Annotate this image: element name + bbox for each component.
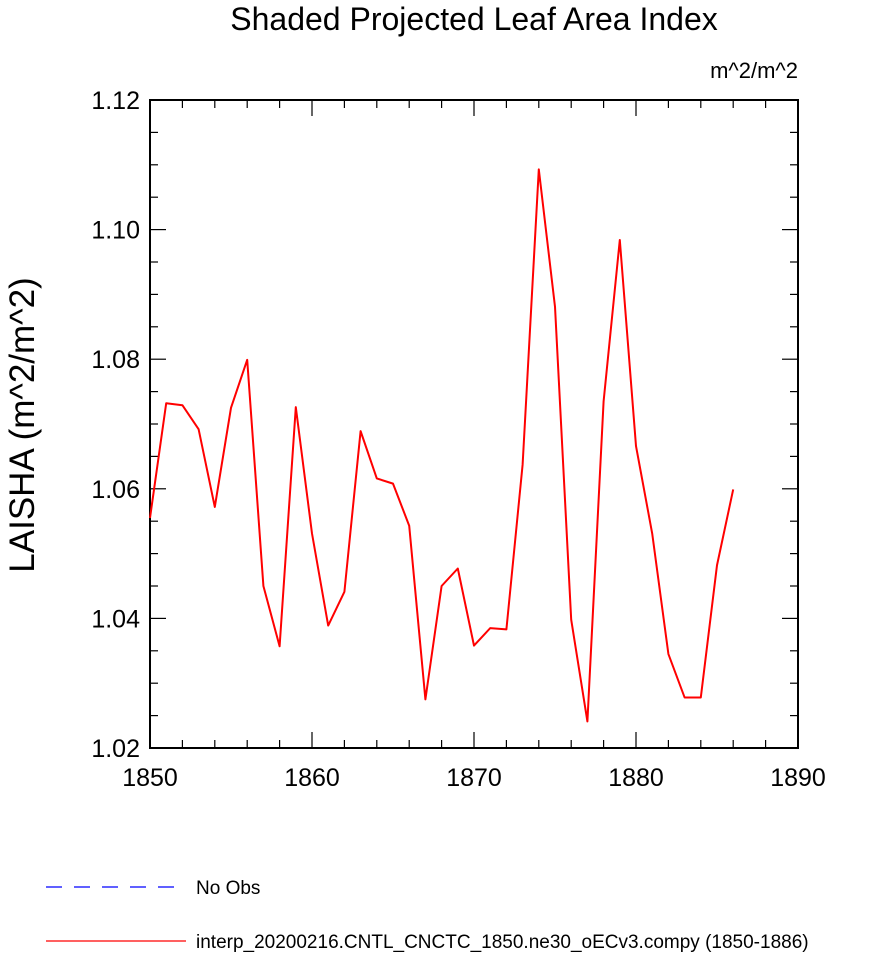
x-tick-label: 1860 (284, 764, 340, 792)
x-tick-label: 1850 (122, 764, 178, 792)
legend-item-model: interp_20200216.CNTL_CNCTC_1850.ne30_oEC… (46, 932, 809, 953)
chart-title: Shaded Projected Leaf Area Index (230, 1, 717, 37)
y-tick-label: 1.10 (91, 217, 140, 245)
units-label: m^2/m^2 (710, 58, 798, 83)
y-tick-label: 1.12 (91, 87, 140, 115)
y-tick-label: 1.06 (91, 476, 140, 504)
legend-label-no-obs: No Obs (196, 878, 260, 899)
x-tick-label: 1870 (446, 764, 502, 792)
y-tick-label: 1.02 (91, 735, 140, 763)
legend-label-model: interp_20200216.CNTL_CNCTC_1850.ne30_oEC… (196, 932, 809, 953)
y-axis-title: LAISHA (m^2/m^2) (3, 277, 42, 572)
axis-ticks (149, 99, 799, 749)
y-tick-label: 1.04 (91, 605, 140, 633)
x-tick-label: 1880 (608, 764, 664, 792)
y-tick-label: 1.08 (91, 346, 140, 374)
axis-tick-labels: 1850 1860 1870 1880 1890 1.02 1.04 1.06 1.08 1.10… (91, 87, 825, 792)
series-layer (149, 168, 735, 723)
legend-item-no-obs: No Obs (46, 878, 260, 899)
series-line-1 (149, 168, 735, 723)
legend: No Obs interp_20200216.CNTL_CNCTC_1850.n… (46, 878, 809, 953)
x-tick-label: 1890 (770, 764, 826, 792)
plot-frame (149, 99, 799, 749)
